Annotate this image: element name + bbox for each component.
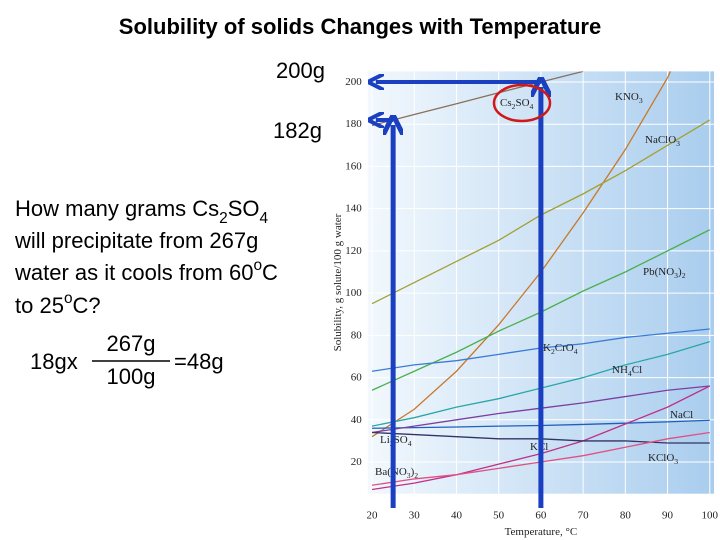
- question-line: to 25oC?: [15, 290, 101, 318]
- question-line: water as it cools from 60oC: [14, 257, 278, 285]
- x-tick-label: 90: [662, 509, 674, 521]
- x-tick-label: 40: [451, 509, 463, 521]
- series-label: Cs2SO4: [500, 97, 534, 112]
- calc-factor: 18gx: [30, 349, 78, 374]
- y-tick-label: 100: [345, 287, 362, 299]
- calc-denominator: 100g: [107, 364, 156, 389]
- series-label: KNO3: [615, 91, 643, 106]
- series-label: K2CrO4: [543, 342, 578, 357]
- y-tick-label: 160: [345, 160, 362, 172]
- x-tick-label: 60: [535, 509, 547, 521]
- calc-result: =48g: [174, 349, 224, 374]
- x-tick-label: 30: [409, 509, 421, 521]
- series-label: NaClO3: [645, 134, 680, 149]
- y-tick-label: 60: [351, 371, 363, 383]
- question-line: will precipitate from 267g: [14, 228, 258, 253]
- x-tick-label: 80: [620, 509, 632, 521]
- title: Solubility of solids Changes with Temper…: [119, 14, 601, 39]
- marker-text: 182g: [273, 118, 322, 143]
- y-tick-label: 80: [351, 329, 363, 341]
- y-tick-label: 120: [345, 244, 362, 256]
- highlight-circle: [492, 83, 552, 123]
- x-tick-label: 50: [493, 509, 505, 521]
- y-tick-label: 200: [345, 75, 362, 87]
- question-line: How many grams Cs2SO4: [15, 196, 269, 227]
- series-label: NaCl: [670, 409, 693, 421]
- calc-numerator: 267g: [107, 331, 156, 356]
- series-label: Pb(NO3)2: [643, 266, 686, 281]
- x-tick-label: 100: [702, 509, 719, 521]
- series-label: NH4Cl: [612, 364, 642, 379]
- y-tick-label: 20: [351, 456, 363, 468]
- y-tick-label: 40: [351, 413, 363, 425]
- series-label: KClO3: [648, 452, 678, 467]
- x-axis-label: Temperature, °C: [505, 526, 578, 538]
- y-tick-label: 140: [345, 202, 362, 214]
- marker-text: 200g: [276, 58, 325, 83]
- y-tick-label: 180: [345, 118, 362, 130]
- y-axis-label: Solubility, g solute/100 g water: [332, 213, 344, 351]
- x-tick-label: 70: [578, 509, 590, 521]
- x-tick-label: 20: [367, 509, 379, 521]
